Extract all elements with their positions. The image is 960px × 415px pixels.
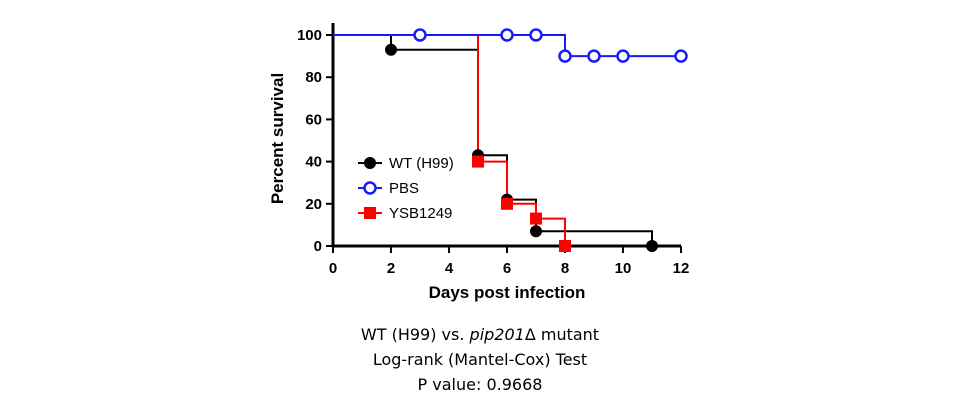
x-tick-label-0: 0 xyxy=(329,260,337,277)
data-point-pbs-5 xyxy=(616,49,630,63)
data-point-ysb1249-1 xyxy=(501,197,513,210)
data-point-ysb1249-3 xyxy=(559,240,571,252)
x-tick-label-12: 12 xyxy=(673,260,690,277)
caption-line-1: WT (H99) vs. pip201Δ mutant xyxy=(0,325,960,344)
y-tick-label-100: 100 xyxy=(297,27,322,44)
x-tick-label-6: 6 xyxy=(503,260,511,277)
data-point-pbs-0 xyxy=(413,28,427,42)
legend-label-wt-h99: WT (H99) xyxy=(389,155,454,172)
caption-line-3: P value: 0.9668 xyxy=(417,375,543,394)
data-point-pbs-3 xyxy=(558,49,572,63)
x-tick-label-10: 10 xyxy=(615,260,632,277)
y-tick-label-20: 20 xyxy=(305,196,322,213)
legend-marker-wt-h99 xyxy=(364,157,376,169)
legend-marker-ysb1249 xyxy=(364,207,376,219)
series-line-wt-h99 xyxy=(333,34,653,246)
data-point-pbs-4 xyxy=(587,49,601,63)
y-tick-label-60: 60 xyxy=(305,111,322,128)
data-point-wt-h99-0 xyxy=(385,43,397,56)
y-tick-label-0: 0 xyxy=(314,238,322,255)
legend-marker-pbs xyxy=(363,181,377,195)
data-point-wt-h99-3 xyxy=(530,225,542,238)
data-point-pbs-2 xyxy=(529,28,543,42)
data-point-ysb1249-0 xyxy=(472,155,484,168)
caption-line-1-italic: pip201 xyxy=(469,325,525,344)
x-tick-label-4: 4 xyxy=(445,260,454,277)
y-tick-label-80: 80 xyxy=(305,69,322,86)
data-point-wt-h99-4 xyxy=(646,240,658,252)
x-axis-title: Days post infection xyxy=(429,283,586,302)
caption-line-2: Log-rank (Mantel-Cox) Test xyxy=(372,350,588,369)
data-point-ysb1249-2 xyxy=(530,212,542,225)
caption-line-1-suffix: Δ mutant xyxy=(524,325,600,344)
data-point-pbs-1 xyxy=(500,28,514,42)
y-tick-label-40: 40 xyxy=(305,154,322,171)
x-tick-label-8: 8 xyxy=(561,260,569,277)
x-tick-label-2: 2 xyxy=(387,260,395,277)
y-axis-title: Percent survival xyxy=(268,73,287,204)
legend-label-ysb1249: YSB1249 xyxy=(389,205,452,222)
caption-line-1-prefix: WT (H99) vs. xyxy=(360,325,470,344)
legend-label-pbs: PBS xyxy=(389,180,419,197)
data-point-pbs-6 xyxy=(674,49,688,63)
